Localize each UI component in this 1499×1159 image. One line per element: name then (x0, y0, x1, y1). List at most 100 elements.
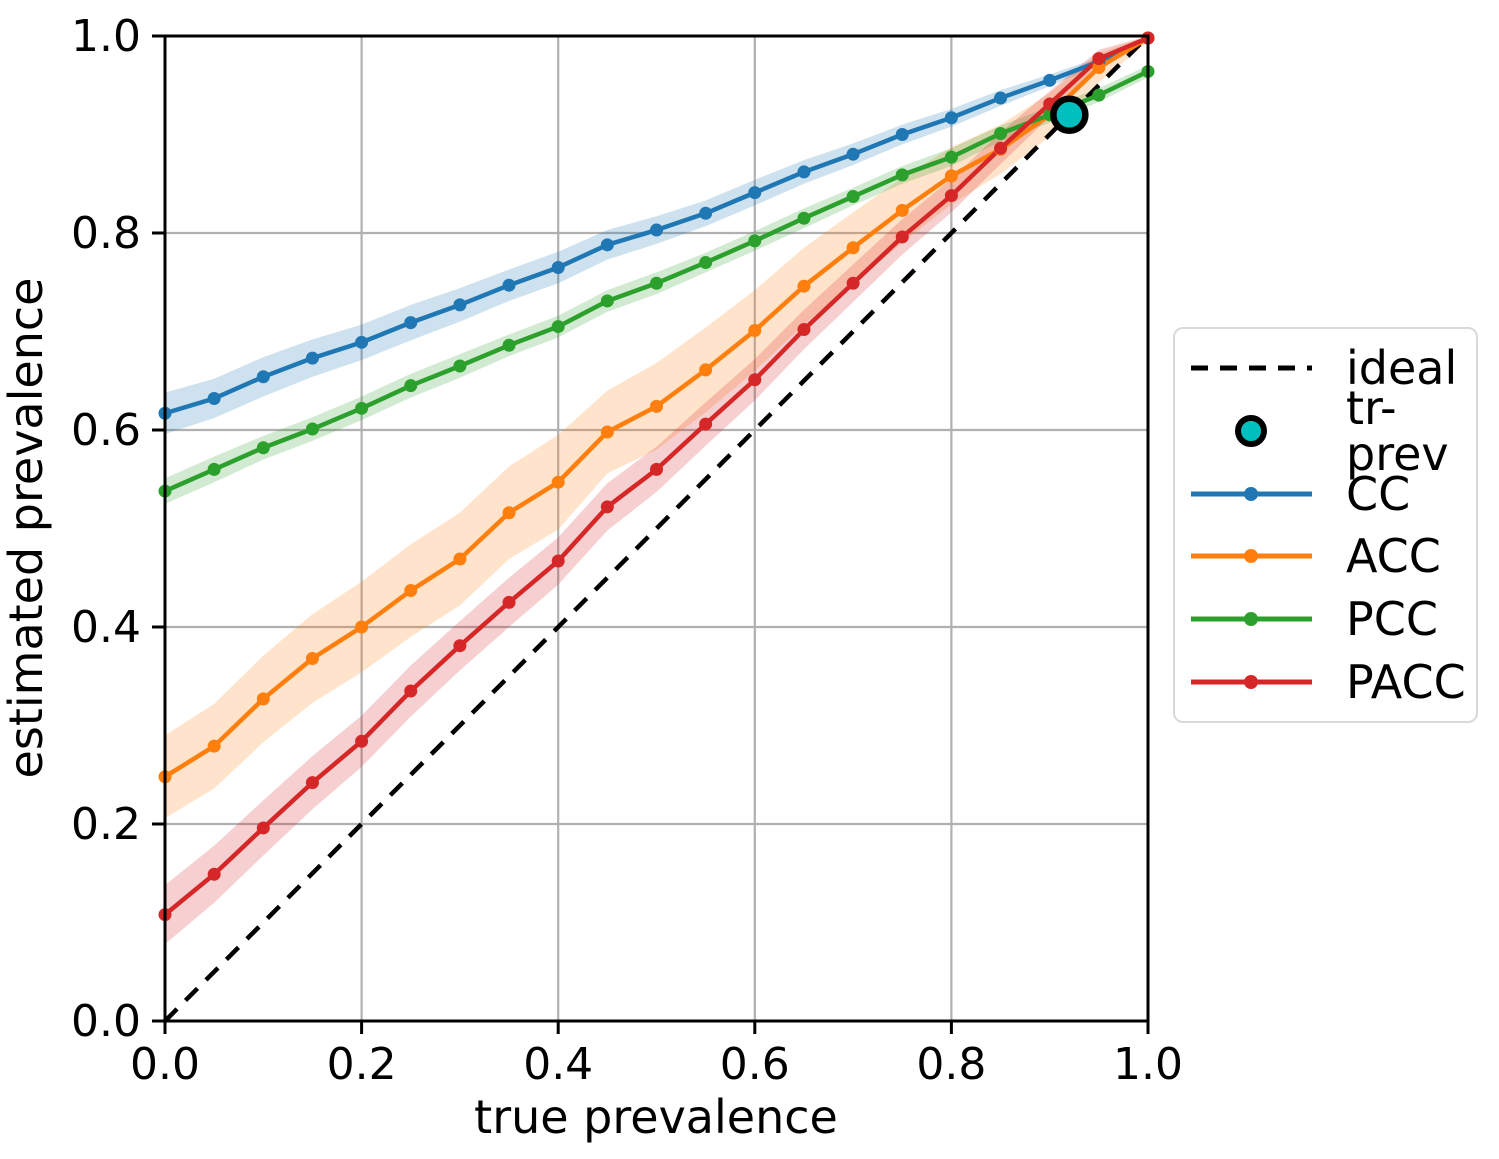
data-point-PCC (944, 150, 958, 164)
data-point-PCC (256, 441, 270, 455)
data-point-CC (994, 91, 1008, 105)
data-point-CC (748, 186, 762, 200)
data-point-PACC (699, 417, 713, 431)
x-axis-label: true prevalence (474, 1090, 838, 1144)
data-point-ACC (600, 425, 614, 439)
data-point-CC (895, 128, 909, 141)
data-point-PACC (256, 821, 270, 835)
data-point-CC (256, 370, 270, 384)
data-point-CC (699, 206, 713, 220)
y-tick-label: 1.0 (71, 11, 141, 62)
x-tick-label: 0.4 (523, 1039, 593, 1090)
legend-item-ACC: ACC (1175, 527, 1476, 585)
legend-label: ideal (1346, 341, 1458, 396)
data-point-PCC (305, 422, 319, 436)
data-point-PACC (600, 500, 614, 514)
data-point-CC (355, 335, 369, 349)
tr-prev-marker (1050, 95, 1089, 135)
data-point-PCC (846, 190, 860, 204)
data-point-PCC (699, 256, 713, 270)
data-point-ACC (650, 399, 663, 413)
x-tick-label: 0.0 (130, 1039, 200, 1090)
legend-swatch-PCC (1191, 611, 1312, 626)
confidence-band-PACC (165, 36, 1148, 945)
series-marker-icon (1244, 486, 1258, 501)
data-point-PCC (551, 320, 565, 334)
data-point-CC (1043, 73, 1057, 87)
data-point-PACC (1092, 52, 1106, 66)
data-point-PACC (502, 595, 516, 609)
data-point-PACC (355, 734, 369, 748)
data-point-PACC (453, 639, 467, 653)
data-point-ACC (846, 241, 860, 255)
data-point-PCC (207, 462, 221, 476)
data-point-CC (600, 238, 614, 252)
data-point-PCC (994, 127, 1008, 141)
data-point-CC (846, 147, 860, 161)
legend: ideal tr-prev CC ACC PCC PACC (1173, 327, 1478, 723)
data-point-CC (453, 298, 467, 312)
data-point-CC (650, 223, 663, 237)
marker-layer (158, 31, 1155, 922)
confidence-band-layer (165, 36, 1148, 945)
ideal-line (163, 34, 1150, 1023)
data-point-ACC (502, 506, 516, 520)
legend-label: tr-prev (1346, 380, 1449, 481)
data-point-ACC (305, 652, 319, 666)
data-point-ACC (256, 692, 270, 706)
legend-item-PACC: PACC (1175, 653, 1476, 711)
series-marker-icon (1244, 611, 1258, 626)
axes-frame (163, 34, 1150, 1023)
data-point-CC (797, 165, 811, 179)
data-point-ACC (207, 739, 221, 753)
data-point-PCC (650, 276, 663, 290)
legend-swatch-PACC (1191, 674, 1312, 689)
data-point-CC (944, 111, 958, 125)
data-point-PACC (404, 684, 418, 698)
tick-label-layer: 0.0 0.2 0.4 0.6 0.8 1.0 0.0 0.2 0.4 0.6 0.8 1.0 (71, 11, 1183, 1090)
data-point-PACC (846, 276, 860, 290)
data-point-PACC (797, 323, 811, 337)
tr-prev-dot-icon (1235, 414, 1267, 447)
data-point-PACC (895, 230, 909, 244)
data-point-ACC (699, 363, 713, 377)
legend-swatch-tr-prev-icon (1235, 414, 1267, 447)
data-point-ACC (453, 552, 467, 566)
y-tick-label: 0.0 (71, 996, 141, 1047)
y-tick-label: 0.2 (71, 799, 141, 850)
data-point-PACC (994, 141, 1008, 155)
y-axis-label: estimated prevalence (0, 278, 53, 779)
data-point-CC (305, 351, 319, 365)
data-point-ACC (895, 203, 909, 217)
data-point-ACC (355, 620, 369, 634)
data-point-PCC (797, 211, 811, 225)
data-point-PACC (305, 776, 319, 790)
legend-item-ideal: ideal (1175, 339, 1476, 397)
y-tick-label: 0.4 (71, 602, 141, 653)
x-tick-label: 0.2 (327, 1039, 397, 1090)
x-tick-label: 1.0 (1113, 1039, 1183, 1090)
data-point-PACC (551, 554, 565, 568)
data-point-PCC (404, 379, 418, 393)
data-point-ACC (551, 475, 565, 489)
data-point-CC (404, 316, 418, 330)
data-point-ACC (797, 279, 811, 293)
x-tick-label: 0.8 (916, 1039, 986, 1090)
legend-swatch-ideal (1191, 365, 1312, 371)
y-tick-label: 0.8 (71, 208, 141, 259)
legend-label: PACC (1346, 654, 1466, 709)
data-point-PCC (355, 401, 369, 415)
legend-item-CC: CC (1175, 465, 1476, 523)
legend-item-PCC: PCC (1175, 590, 1476, 648)
y-tick-label: 0.6 (71, 405, 141, 456)
series-marker-icon (1244, 674, 1258, 689)
legend-swatch-ACC (1191, 549, 1312, 564)
data-point-PACC (650, 462, 663, 476)
series-line-layer (163, 34, 1150, 1023)
data-point-CC (551, 260, 565, 274)
legend-item-tr-prev: tr-prev (1175, 385, 1476, 477)
data-point-PCC (1092, 88, 1106, 102)
data-point-PACC (748, 373, 762, 387)
